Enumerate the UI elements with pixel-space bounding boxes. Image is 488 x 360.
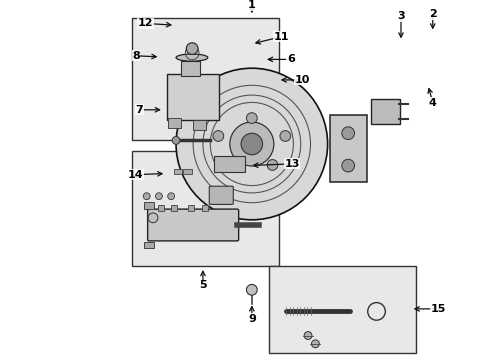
Text: 10: 10 xyxy=(294,75,309,85)
FancyBboxPatch shape xyxy=(147,209,238,241)
Circle shape xyxy=(155,193,162,200)
Text: 7: 7 xyxy=(135,105,143,115)
Bar xyxy=(132,18,278,140)
Circle shape xyxy=(176,68,327,220)
Text: 14: 14 xyxy=(128,170,143,180)
Circle shape xyxy=(304,332,311,339)
Circle shape xyxy=(167,193,174,200)
Bar xyxy=(158,205,164,211)
Text: 6: 6 xyxy=(286,54,294,64)
Circle shape xyxy=(279,131,290,141)
Bar xyxy=(329,115,366,182)
Circle shape xyxy=(213,131,224,141)
Text: 11: 11 xyxy=(273,32,288,42)
Text: 9: 9 xyxy=(247,314,255,324)
FancyBboxPatch shape xyxy=(209,186,233,204)
Text: 4: 4 xyxy=(428,98,436,108)
Bar xyxy=(268,266,415,353)
Circle shape xyxy=(246,113,257,123)
Bar xyxy=(132,151,278,266)
FancyBboxPatch shape xyxy=(370,99,399,124)
Text: 5: 5 xyxy=(199,280,206,290)
FancyBboxPatch shape xyxy=(214,156,245,172)
Ellipse shape xyxy=(176,54,207,61)
Circle shape xyxy=(311,340,319,348)
Circle shape xyxy=(172,136,180,144)
Circle shape xyxy=(341,159,354,172)
FancyBboxPatch shape xyxy=(192,120,205,130)
Circle shape xyxy=(148,213,158,223)
Circle shape xyxy=(186,43,198,54)
Circle shape xyxy=(225,159,236,170)
Bar xyxy=(181,61,200,76)
FancyBboxPatch shape xyxy=(167,74,219,120)
Circle shape xyxy=(266,159,277,170)
Circle shape xyxy=(341,127,354,140)
Circle shape xyxy=(241,133,262,155)
Text: 3: 3 xyxy=(396,11,404,21)
Bar xyxy=(187,205,193,211)
Text: 2: 2 xyxy=(428,9,436,19)
Bar xyxy=(144,202,154,209)
Circle shape xyxy=(246,284,257,295)
Text: 13: 13 xyxy=(284,159,299,169)
Text: 15: 15 xyxy=(430,304,446,314)
Bar xyxy=(183,169,192,174)
Bar xyxy=(202,205,208,211)
Circle shape xyxy=(229,122,273,166)
Circle shape xyxy=(143,193,150,200)
Text: 1: 1 xyxy=(247,0,255,10)
Bar xyxy=(173,169,182,174)
Bar xyxy=(144,242,154,248)
Text: 12: 12 xyxy=(137,18,153,28)
Text: 8: 8 xyxy=(132,51,140,61)
Bar xyxy=(170,205,176,211)
FancyBboxPatch shape xyxy=(168,118,181,128)
